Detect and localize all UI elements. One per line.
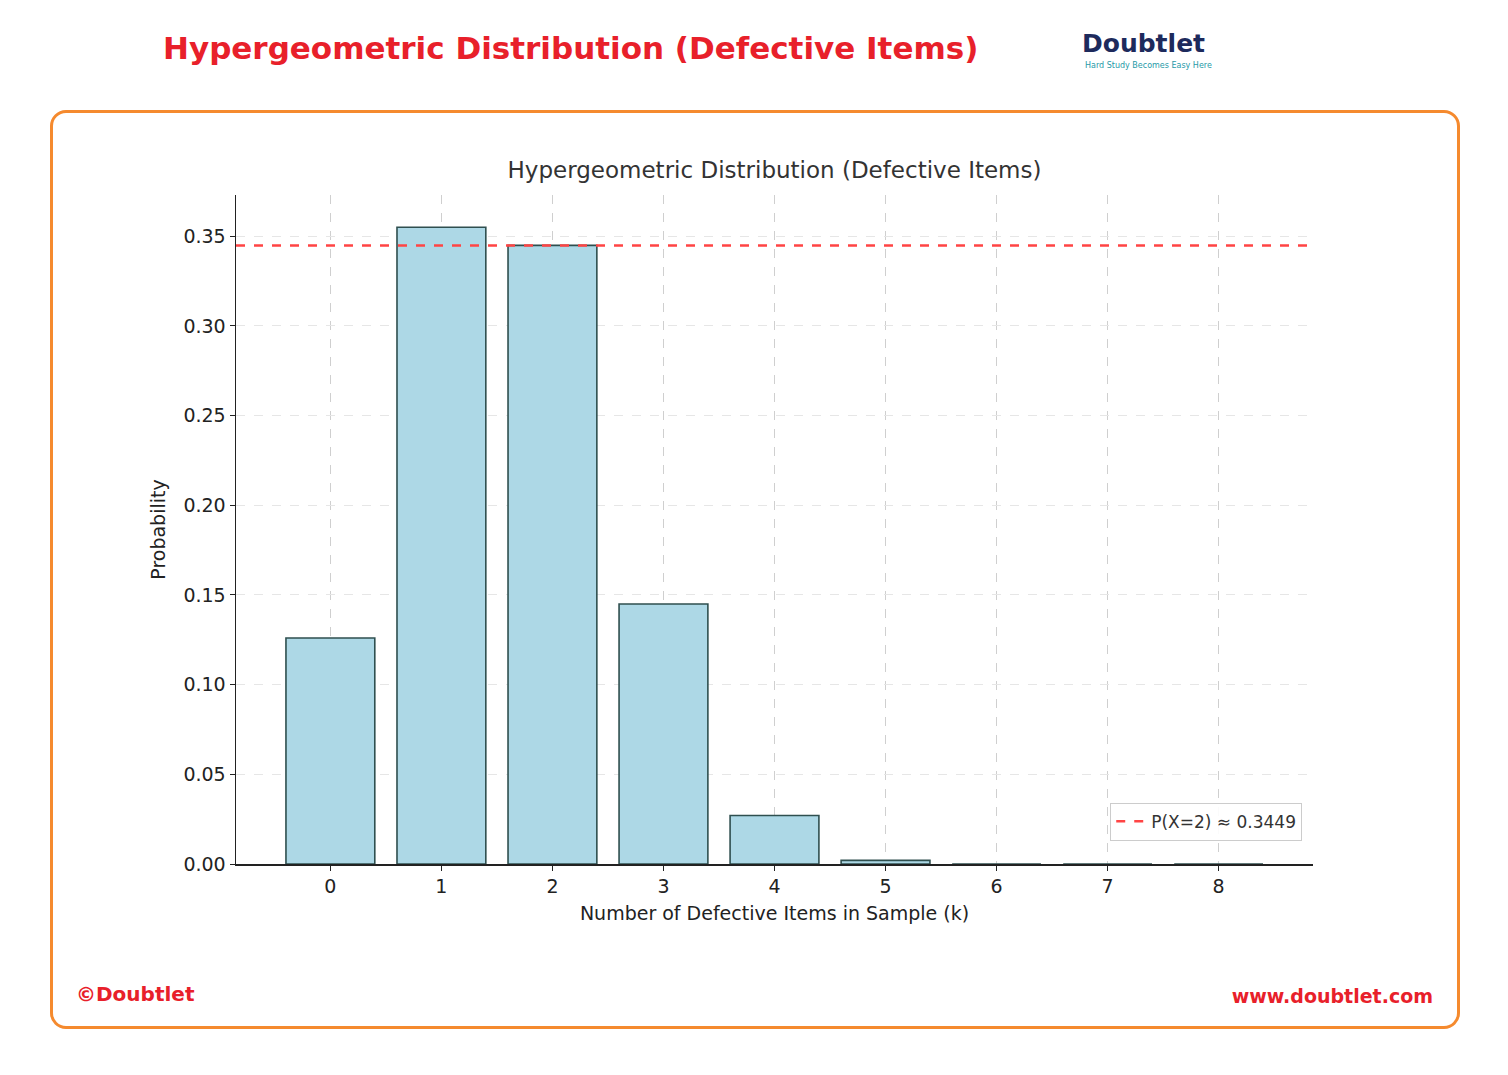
svg-text:0: 0 bbox=[324, 875, 336, 897]
html-text:Hypergeometric Distribution (D: Hypergeometric Distribution (Defective I… bbox=[163, 30, 979, 66]
svg-text:0.20: 0.20 bbox=[183, 494, 225, 516]
svg-text:0.25: 0.25 bbox=[183, 404, 225, 426]
svg-text:0.05: 0.05 bbox=[183, 763, 225, 785]
svg-text:Probability: Probability bbox=[147, 479, 169, 579]
svg-text:2: 2 bbox=[546, 875, 558, 897]
svg-text:4: 4 bbox=[768, 875, 780, 897]
svg-text:0.35: 0.35 bbox=[183, 225, 225, 247]
html-text:Hard Study Becomes Easy Here: Hard Study Becomes Easy Here bbox=[1085, 61, 1212, 70]
svg-text:P(X=2) ≈ 0.3449: P(X=2) ≈ 0.3449 bbox=[1151, 812, 1296, 832]
html-text:©Doubtlet: ©Doubtlet bbox=[76, 982, 195, 1006]
svg-text:1: 1 bbox=[435, 875, 447, 897]
svg-text:0.10: 0.10 bbox=[183, 673, 225, 695]
svg-text:6: 6 bbox=[991, 875, 1003, 897]
svg-text:5: 5 bbox=[879, 875, 891, 897]
svg-text:0.00: 0.00 bbox=[183, 853, 225, 875]
html-text:www.doubtlet.com: www.doubtlet.com bbox=[1231, 985, 1433, 1007]
svg-text:7: 7 bbox=[1102, 875, 1114, 897]
svg-text:Hypergeometric Distribution (D: Hypergeometric Distribution (Defective I… bbox=[508, 157, 1042, 183]
svg-text:0.30: 0.30 bbox=[183, 315, 225, 337]
html-text:Doubtlet: Doubtlet bbox=[1082, 29, 1205, 58]
svg-text:3: 3 bbox=[657, 875, 669, 897]
svg-text:0.15: 0.15 bbox=[183, 584, 225, 606]
svg-text:8: 8 bbox=[1213, 875, 1225, 897]
svg-text:Number of Defective Items in S: Number of Defective Items in Sample (k) bbox=[580, 902, 969, 924]
